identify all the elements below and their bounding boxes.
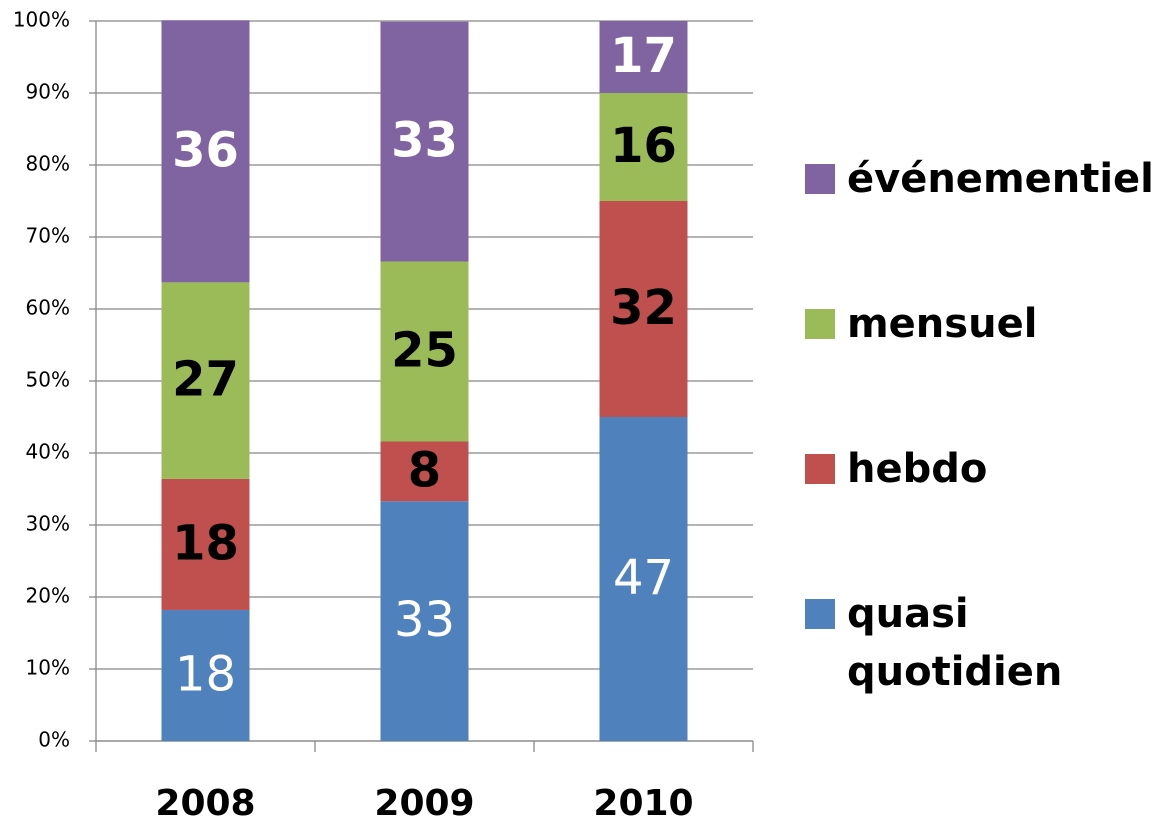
data-label: 8 bbox=[408, 442, 441, 498]
bar-segment bbox=[380, 21, 469, 262]
legend-label: hebdo bbox=[847, 446, 988, 492]
bar-segment bbox=[599, 21, 688, 93]
legend-swatch bbox=[805, 309, 835, 339]
bar-segment bbox=[380, 501, 469, 741]
y-tick-label: 70% bbox=[26, 224, 70, 248]
legend-item: mensuel bbox=[805, 295, 1135, 440]
y-tick-label: 10% bbox=[26, 656, 70, 680]
legend-swatch bbox=[805, 164, 835, 194]
data-label: 18 bbox=[175, 646, 236, 702]
data-label: 33 bbox=[391, 113, 458, 169]
legend-swatch bbox=[805, 454, 835, 484]
data-label: 47 bbox=[613, 550, 674, 606]
data-label: 18 bbox=[172, 515, 239, 571]
bar-segment bbox=[599, 93, 688, 201]
x-tick-label: 2010 bbox=[593, 783, 693, 822]
bar-segment bbox=[161, 20, 250, 283]
y-tick-label: 80% bbox=[26, 152, 70, 176]
data-label: 27 bbox=[172, 352, 239, 408]
data-label: 25 bbox=[391, 322, 458, 378]
y-tick-label: 50% bbox=[26, 368, 70, 392]
legend-item: événementiel bbox=[805, 150, 1153, 295]
bar-segment bbox=[380, 441, 469, 502]
y-tick-label: 100% bbox=[13, 8, 70, 32]
y-tick-label: 40% bbox=[26, 440, 70, 464]
y-tick-label: 20% bbox=[26, 584, 70, 608]
legend: événementiel mensuel hebdo quasi quotidien bbox=[805, 150, 1153, 730]
y-tick-label: 0% bbox=[38, 728, 70, 752]
data-label: 17 bbox=[610, 28, 677, 84]
legend-item: quasi quotidien bbox=[805, 585, 1135, 730]
bar-segment bbox=[599, 201, 688, 417]
bar-segment bbox=[161, 609, 250, 741]
bar-segment bbox=[599, 417, 688, 741]
legend-label: quasi quotidien bbox=[847, 591, 1063, 695]
legend-item: hebdo bbox=[805, 440, 1135, 585]
legend-label: événementiel bbox=[847, 156, 1153, 202]
bar-segment bbox=[161, 478, 250, 610]
x-tick-label: 2009 bbox=[374, 783, 474, 822]
data-label: 36 bbox=[172, 122, 239, 178]
y-tick-label: 90% bbox=[26, 80, 70, 104]
y-tick-label: 30% bbox=[26, 512, 70, 536]
data-label: 32 bbox=[610, 280, 677, 336]
data-label: 16 bbox=[610, 118, 677, 174]
bar-segment bbox=[380, 261, 469, 442]
x-tick-label: 2008 bbox=[155, 783, 255, 822]
legend-swatch bbox=[805, 599, 835, 629]
bar-segment bbox=[161, 282, 250, 479]
data-label: 33 bbox=[394, 592, 455, 648]
y-tick-label: 60% bbox=[26, 296, 70, 320]
legend-label: mensuel bbox=[847, 301, 1038, 347]
